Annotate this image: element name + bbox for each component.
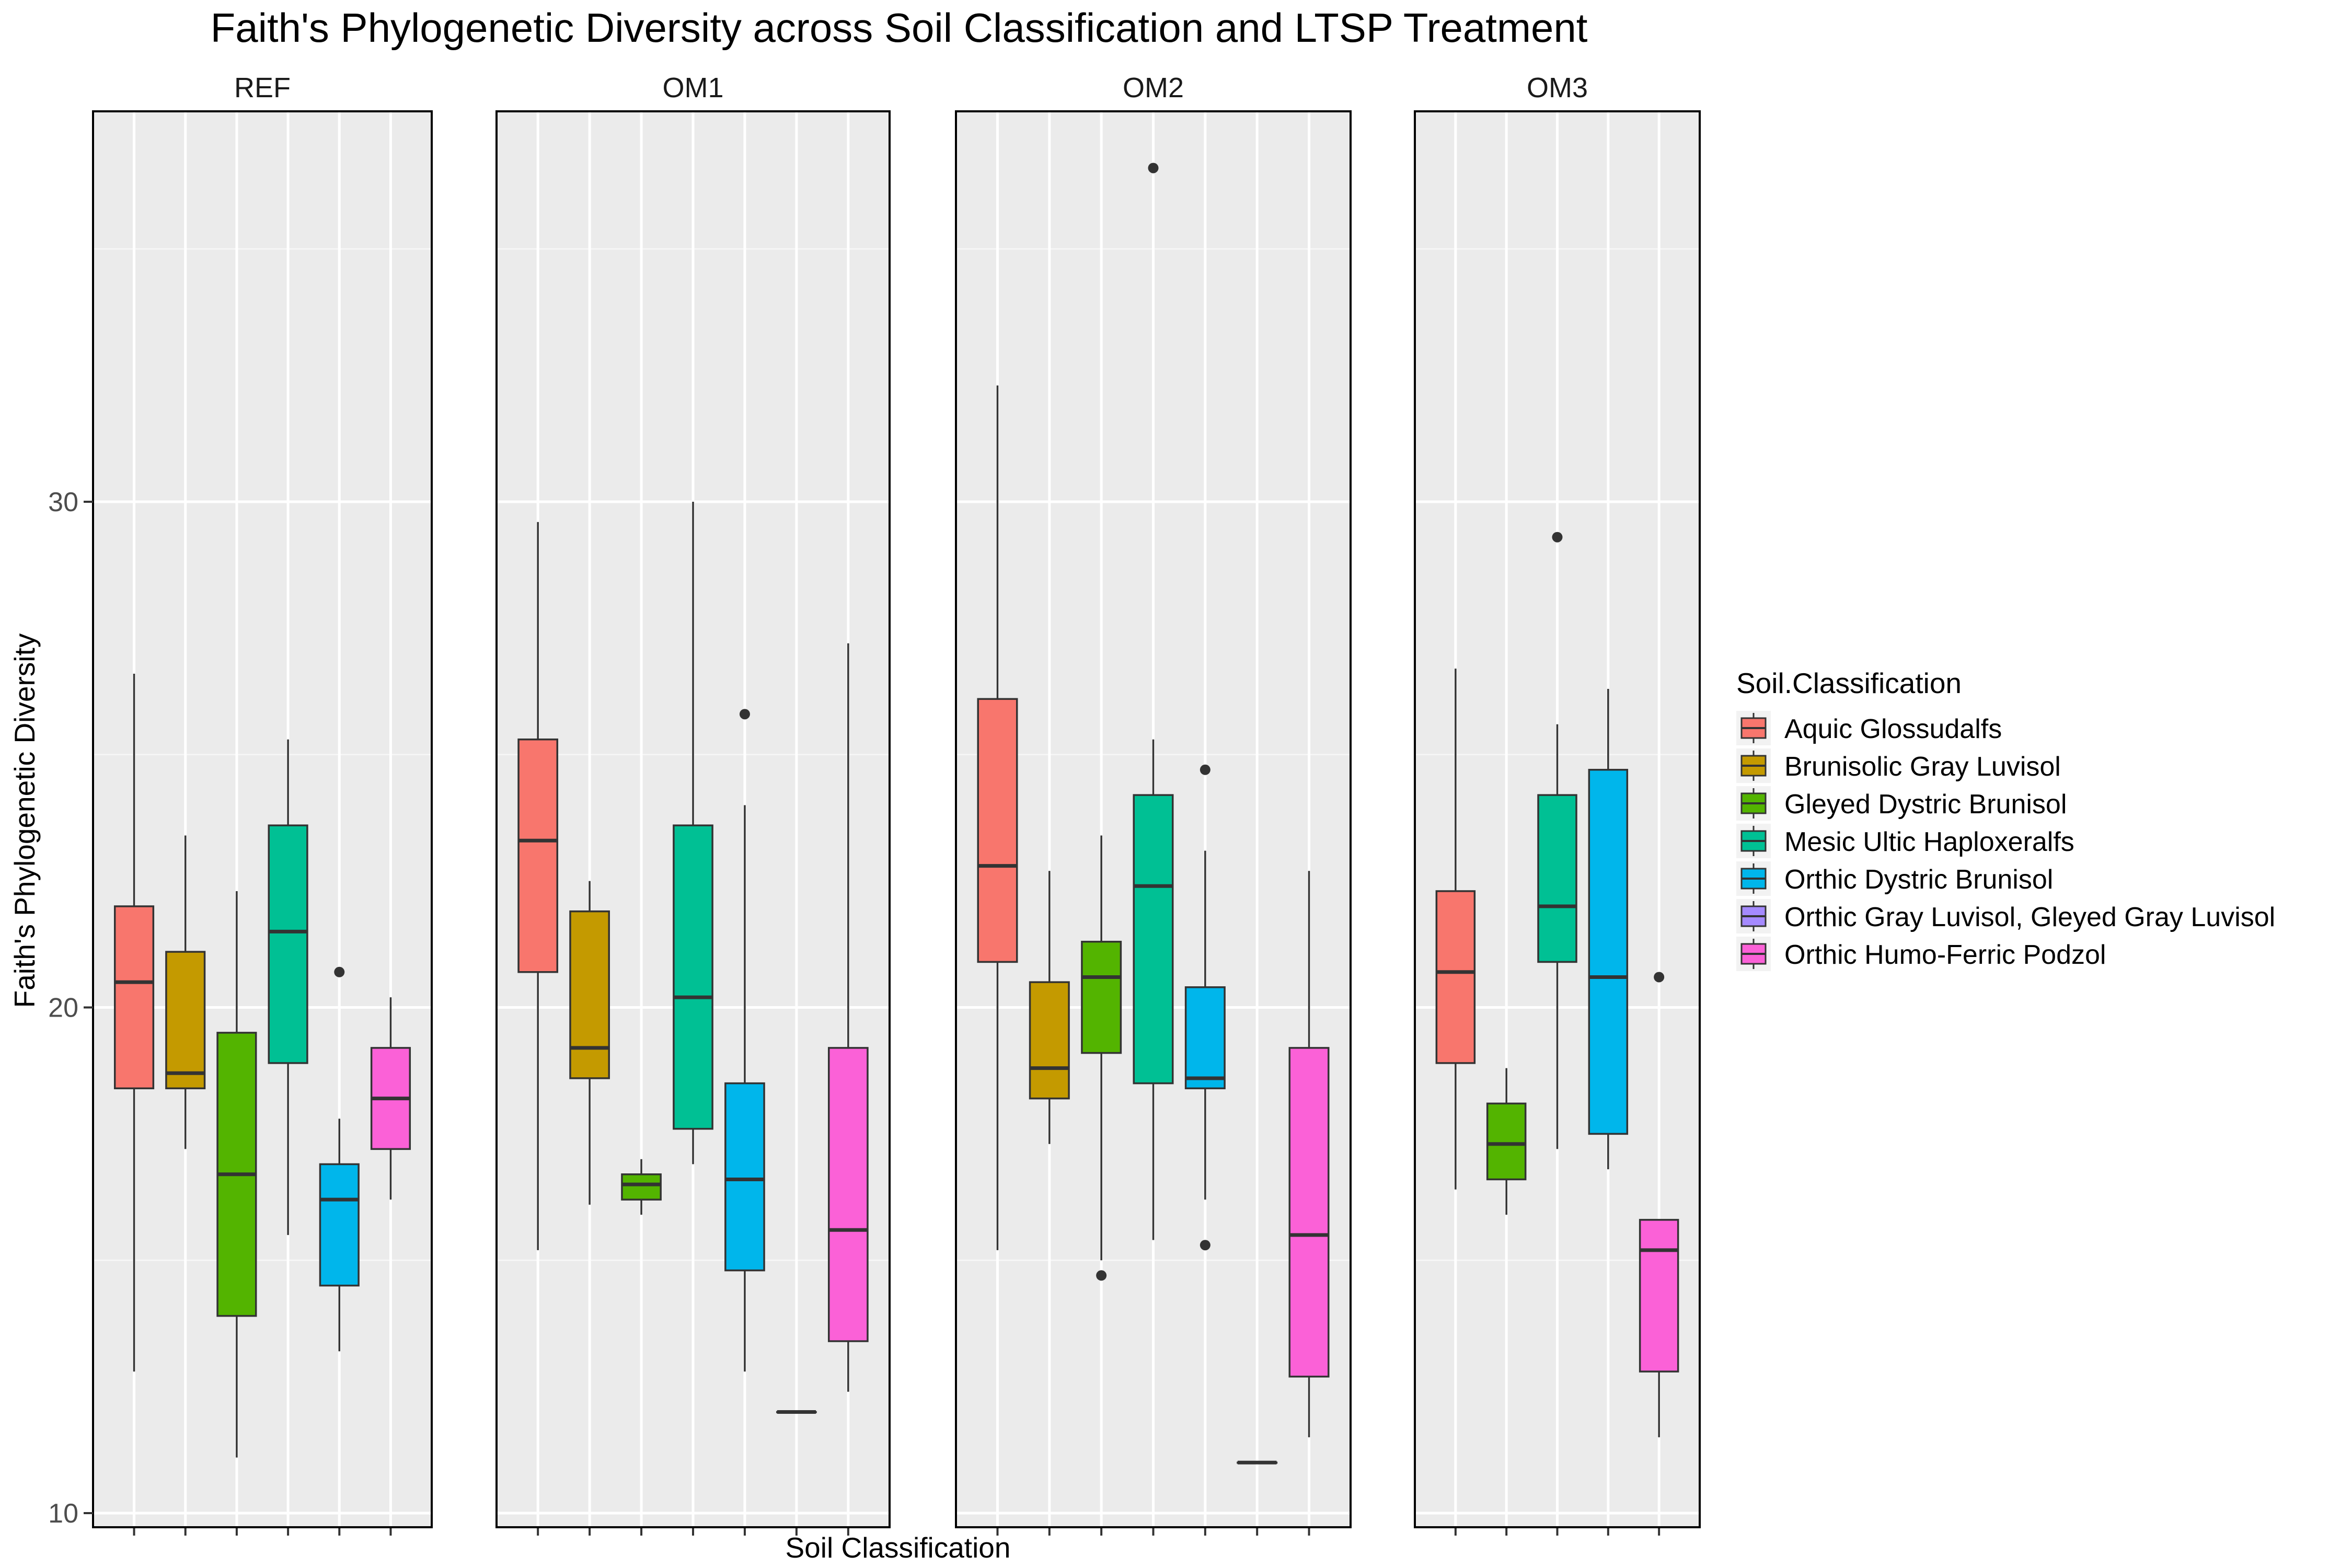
box-brunisolic-gray-luvisol (569, 881, 610, 1205)
iqr-box (517, 738, 559, 973)
legend-item: Orthic Dystric Brunisol (1736, 861, 2053, 896)
legend-item-label: Gleyed Dystric Brunisol (1784, 789, 2067, 820)
box-gleyed-dystric-brunisol (216, 891, 257, 1458)
box-mesic-ultic-haploxeralfs (1537, 532, 1577, 1149)
legend-item-label: Aquic Glossudalfs (1784, 714, 2002, 744)
outlier-point (1148, 163, 1159, 174)
panel-om2: OM2 (955, 72, 1352, 1536)
box-orthic-humo-ferric-podzol (370, 997, 411, 1200)
outlier-point (739, 709, 750, 720)
panel-strip-label: OM2 (1123, 72, 1184, 103)
box-aquic-glossudalfs (113, 673, 155, 1372)
legend-title: Soil.Classification (1736, 667, 1962, 699)
iqr-box (724, 1082, 765, 1272)
panel-border (955, 110, 1352, 1528)
iqr-box (1588, 769, 1629, 1135)
panel-border (495, 110, 891, 1528)
box-gleyed-dystric-brunisol (1081, 835, 1122, 1281)
legend-items: Aquic Glossudalfs Brunisolic Gray Luvisol… (1736, 711, 2275, 971)
legend-item-label: Orthic Dystric Brunisol (1784, 864, 2053, 895)
box-brunisolic-gray-luvisol (165, 835, 206, 1149)
facet-panels: REF OM1 OM2 OM3 (92, 72, 1701, 1536)
y-tick-label: 30 (48, 487, 78, 517)
box-orthic-dystric-brunisol (1588, 688, 1629, 1170)
iqr-box (1435, 890, 1476, 1064)
iqr-box (1639, 1219, 1679, 1373)
chart-title: Faith's Phylogenetic Diversity across So… (211, 5, 1588, 51)
box-gleyed-dystric-brunisol (1486, 1068, 1527, 1215)
outlier-point (1096, 1270, 1107, 1281)
box-orthic-gray-luvisol-gleyed-gray-luvisol (1237, 1460, 1278, 1465)
legend: Soil.Classification Aquic Glossudalfs Bru… (1736, 667, 2275, 971)
panel-border (92, 110, 433, 1528)
legend-item-label: Brunisolic Gray Luvisol (1784, 752, 2061, 782)
box-orthic-humo-ferric-podzol (1288, 871, 1330, 1437)
box-orthic-humo-ferric-podzol (827, 643, 869, 1392)
box-aquic-glossudalfs (1435, 668, 1476, 1190)
y-tick-label: 10 (48, 1498, 78, 1529)
y-tick-label: 20 (48, 993, 78, 1023)
box-orthic-dystric-brunisol (1184, 764, 1226, 1251)
legend-item: Orthic Gray Luvisol, Gleyed Gray Luvisol (1736, 899, 2275, 933)
panel-om3: OM3 (1414, 72, 1701, 1536)
iqr-box (1133, 794, 1174, 1085)
legend-item-label: Orthic Gray Luvisol, Gleyed Gray Luvisol (1784, 902, 2275, 932)
iqr-box (1184, 986, 1226, 1090)
box-mesic-ultic-haploxeralfs (1133, 163, 1174, 1240)
iqr-box (319, 1163, 360, 1287)
outlier-point (334, 966, 345, 977)
box-orthic-dystric-brunisol (724, 709, 765, 1372)
box-orthic-gray-luvisol-gleyed-gray-luvisol (776, 1410, 817, 1414)
box-gleyed-dystric-brunisol (621, 1159, 662, 1215)
panel-strip-label: OM1 (662, 72, 723, 103)
panel-ref: REF (92, 72, 433, 1536)
iqr-box (1288, 1047, 1330, 1378)
iqr-box (827, 1047, 869, 1342)
outlier-point (1200, 1240, 1210, 1251)
box-orthic-humo-ferric-podzol (1639, 972, 1679, 1437)
iqr-box (165, 951, 206, 1090)
legend-item: Orthic Humo-Ferric Podzol (1736, 937, 2106, 971)
panel-om1: OM1 (495, 72, 891, 1536)
iqr-box (977, 698, 1018, 963)
outlier-point (1200, 764, 1210, 775)
iqr-box (1081, 940, 1122, 1054)
box-mesic-ultic-haploxeralfs (673, 502, 713, 1165)
legend-item: Gleyed Dystric Brunisol (1736, 786, 2067, 821)
outlier-point (1654, 972, 1665, 983)
panel-border (1414, 110, 1701, 1528)
iqr-box (1029, 981, 1070, 1100)
iqr-box (1486, 1102, 1527, 1181)
iqr-box (113, 905, 155, 1090)
y-axis: 10 20 30 (48, 487, 93, 1529)
box-brunisolic-gray-luvisol (1029, 871, 1070, 1144)
legend-item-label: Mesic Ultic Haploxeralfs (1784, 827, 2074, 857)
legend-item: Aquic Glossudalfs (1736, 711, 2002, 745)
x-axis-label: Soil Classification (785, 1531, 1010, 1564)
legend-item: Brunisolic Gray Luvisol (1736, 748, 2061, 783)
iqr-box (1537, 794, 1577, 963)
iqr-box (673, 824, 713, 1130)
panel-strip-label: OM3 (1527, 72, 1588, 103)
box-aquic-glossudalfs (517, 522, 559, 1250)
legend-item-label: Orthic Humo-Ferric Podzol (1784, 940, 2106, 970)
legend-item: Mesic Ultic Haploxeralfs (1736, 824, 2074, 858)
box-aquic-glossudalfs (977, 385, 1018, 1250)
panel-background (93, 111, 432, 1527)
box-mesic-ultic-haploxeralfs (268, 739, 308, 1235)
y-axis-label: Faith's Phylogenetic Diversity (8, 633, 41, 1008)
iqr-box (569, 910, 610, 1079)
outlier-point (1552, 532, 1563, 543)
box-orthic-dystric-brunisol (319, 966, 360, 1352)
iqr-box (268, 824, 308, 1064)
panel-strip-label: REF (234, 72, 291, 103)
iqr-box (621, 1173, 662, 1201)
